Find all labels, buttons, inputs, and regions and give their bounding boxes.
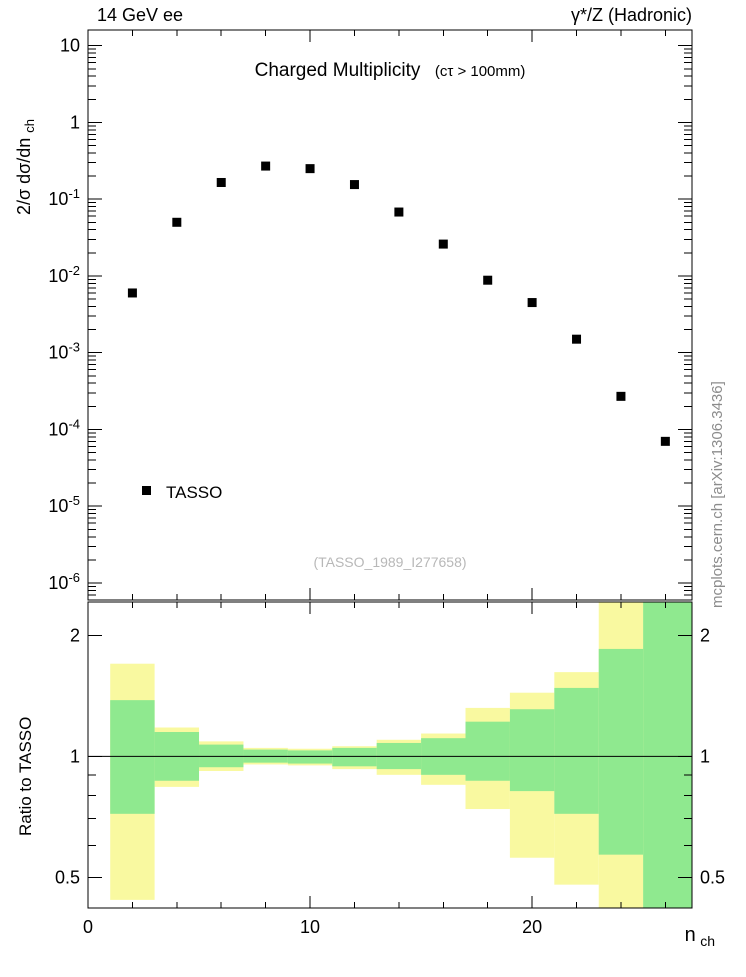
side-note-label: mcplots.cern.ch [arXiv:1306.3436] (709, 381, 726, 608)
top-y-axis-label: 2/σ dσ/dn ch (14, 119, 37, 215)
svg-text:0.5: 0.5 (700, 868, 725, 888)
svg-text:2: 2 (700, 625, 710, 645)
x-tick-labels: 0 10 20 (83, 917, 542, 937)
axis-ticks (87, 30, 692, 908)
ratio-y-axis-label: Ratio to TASSO (16, 717, 35, 836)
watermark-label: (TASSO_1989_I277658) (313, 554, 466, 570)
svg-text:10: 10 (300, 917, 320, 937)
plot-title: Charged Multiplicity (cτ > 100mm) (255, 60, 526, 81)
top-y-tick-labels: 10 1 10-1 10-2 10-3 10-4 10-5 10-6 (48, 36, 80, 593)
svg-text:10-5: 10-5 (48, 493, 80, 516)
svg-text:0: 0 (83, 917, 93, 937)
top-panel-frame (87, 29, 693, 601)
data-points-tasso (127, 161, 670, 446)
x-axis-label: n ch (685, 924, 715, 949)
svg-text:10: 10 (60, 36, 80, 56)
svg-text:10-4: 10-4 (48, 416, 80, 439)
legend-label: TASSO (166, 483, 222, 502)
legend: TASSO (142, 483, 222, 502)
svg-text:20: 20 (522, 917, 542, 937)
legend-marker-square (142, 486, 151, 495)
header-right-label: γ*/Z (Hadronic) (571, 5, 692, 25)
ratio-panel-frame (87, 601, 693, 909)
svg-text:1: 1 (70, 746, 80, 766)
svg-text:2: 2 (70, 625, 80, 645)
header-left-label: 14 GeV ee (97, 5, 183, 25)
svg-text:1: 1 (70, 112, 80, 132)
svg-text:10-3: 10-3 (48, 340, 80, 363)
svg-text:1: 1 (700, 746, 710, 766)
svg-text:10-2: 10-2 (48, 263, 80, 286)
svg-text:10-1: 10-1 (48, 186, 80, 209)
ratio-bands (110, 602, 692, 908)
svg-text:0.5: 0.5 (55, 868, 80, 888)
svg-text:10-6: 10-6 (48, 570, 80, 593)
ratio-y-tick-labels: 0.5 0.5 1 1 2 2 (55, 625, 725, 887)
